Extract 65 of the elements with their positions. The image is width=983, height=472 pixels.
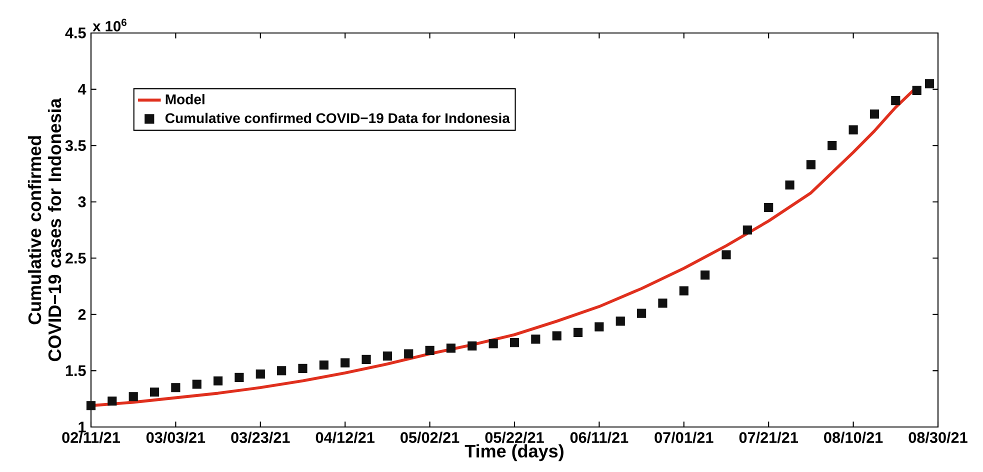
point (722, 250, 731, 260)
x-tick-label: 07/01/21 (654, 432, 714, 444)
point (298, 364, 308, 373)
y-tick-label: 1 (78, 422, 86, 432)
x-axis-title: Time (days) (464, 444, 564, 462)
y-tick-label: 4 (78, 84, 86, 95)
point (785, 180, 794, 190)
point (658, 298, 668, 308)
point (362, 354, 371, 364)
text: x 10$^{6}$ (92, 18, 126, 32)
point (425, 346, 434, 355)
point (594, 322, 604, 332)
point (214, 376, 223, 386)
x-tick-label: 06/11/21 (570, 432, 628, 444)
y-tick-label: 2 (78, 309, 86, 320)
point (531, 334, 540, 344)
point (637, 308, 646, 318)
point (573, 328, 583, 337)
legend-label: Cumulative confirmed COVID−19 Data for Indonesia (165, 112, 510, 124)
point (128, 392, 138, 402)
y-tick-label: 3 (78, 196, 86, 208)
point (912, 86, 922, 95)
x-tick-label: 08/10/21 (824, 432, 883, 444)
y-tick-label: 2.5 (65, 252, 86, 264)
x-tick-label: 03/23/21 (231, 432, 290, 444)
y-tick-label: 3.5 (65, 140, 86, 152)
point (192, 380, 202, 389)
legend-label: Model (166, 94, 204, 104)
point (150, 388, 160, 397)
point (679, 286, 688, 296)
point (234, 372, 244, 382)
point (891, 96, 900, 106)
y-tick-label: 4.5 (65, 28, 86, 38)
x-tick-label: 03/03/21 (146, 432, 206, 444)
point (510, 338, 520, 348)
point (848, 125, 858, 134)
x-tick-label: 04/12/21 (316, 432, 374, 444)
point (828, 141, 837, 150)
x-tick-label: 05/22/21 (485, 432, 544, 444)
point (764, 202, 774, 212)
x-tick-label: 07/21/21 (739, 432, 798, 444)
point (742, 225, 752, 235)
point (446, 344, 456, 353)
y-axis-title: Cumulative confirmed COVID−19 cases for Indonesia (28, 98, 62, 362)
point (319, 360, 328, 370)
point (108, 396, 117, 406)
x-tick-label: 02/11/21 (62, 432, 120, 444)
point (870, 110, 880, 119)
point (404, 349, 414, 358)
point (340, 358, 350, 368)
point (924, 79, 934, 88)
point (256, 370, 265, 379)
point (382, 352, 392, 361)
point (488, 339, 498, 348)
point (616, 316, 625, 326)
point (468, 341, 477, 350)
point (86, 401, 96, 410)
point (552, 331, 562, 340)
point (700, 270, 710, 280)
point (806, 160, 816, 170)
x-tick-label: 08/30/21 (908, 432, 968, 444)
point (277, 366, 286, 376)
point (171, 383, 180, 392)
x-tick-label: 05/02/21 (400, 432, 460, 444)
y-tick-label: 1.5 (66, 365, 86, 376)
